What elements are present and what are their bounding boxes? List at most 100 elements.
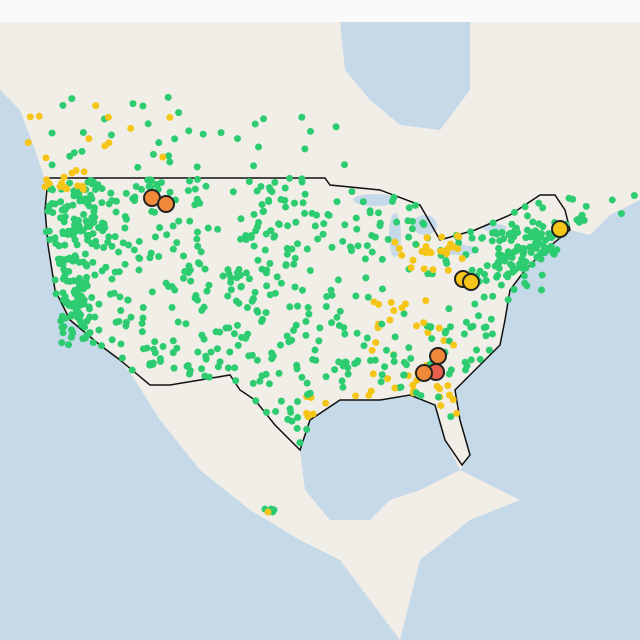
station — [315, 337, 323, 345]
station — [202, 355, 210, 363]
station — [253, 223, 261, 231]
station — [135, 237, 143, 245]
station — [487, 315, 495, 323]
station — [444, 382, 452, 390]
station — [86, 223, 94, 231]
station — [69, 201, 77, 209]
station — [398, 304, 406, 312]
station — [265, 197, 273, 205]
station — [72, 166, 80, 174]
station — [111, 268, 119, 276]
station — [428, 335, 436, 343]
station — [309, 356, 317, 364]
station — [224, 364, 232, 372]
station — [282, 261, 290, 269]
station — [608, 196, 616, 204]
station — [66, 152, 74, 160]
station — [132, 183, 140, 191]
station — [498, 228, 506, 236]
station — [378, 285, 386, 293]
station — [78, 147, 86, 155]
gulf-of-mexico — [300, 395, 460, 520]
station — [384, 375, 392, 383]
station — [165, 152, 173, 160]
station — [201, 265, 209, 273]
station — [344, 370, 352, 378]
station — [309, 410, 317, 418]
station — [159, 343, 167, 351]
station — [301, 209, 309, 217]
station — [205, 373, 213, 381]
station — [213, 345, 221, 353]
station — [409, 256, 417, 264]
station — [400, 310, 408, 318]
station-yellow — [462, 273, 480, 291]
station — [245, 233, 253, 241]
station — [476, 267, 484, 275]
station — [400, 371, 408, 379]
station — [98, 199, 106, 207]
station — [81, 250, 89, 258]
station — [254, 308, 262, 316]
station — [200, 335, 208, 343]
station — [422, 297, 430, 305]
station — [391, 238, 399, 246]
station — [272, 407, 280, 415]
station — [533, 242, 541, 250]
station — [395, 245, 403, 253]
station — [468, 234, 476, 242]
station — [146, 254, 154, 262]
station — [199, 130, 207, 138]
station — [86, 313, 94, 321]
station — [323, 292, 331, 300]
station — [378, 255, 386, 263]
station — [237, 235, 245, 243]
station — [267, 227, 275, 235]
station — [217, 129, 225, 137]
station — [497, 281, 505, 289]
station — [441, 329, 449, 337]
station — [166, 158, 174, 166]
station — [420, 220, 428, 228]
station — [294, 414, 302, 422]
station — [70, 215, 78, 223]
station — [455, 233, 463, 241]
station — [257, 183, 265, 191]
station — [580, 216, 588, 224]
station — [333, 198, 341, 206]
station — [353, 225, 361, 233]
station — [82, 261, 90, 269]
station — [493, 230, 501, 238]
station — [341, 161, 349, 169]
top-strip — [0, 0, 640, 22]
station — [495, 264, 503, 272]
station — [341, 221, 349, 229]
station — [368, 346, 376, 354]
station — [59, 228, 67, 236]
station — [171, 135, 179, 143]
station — [56, 214, 64, 222]
station — [341, 358, 349, 366]
atlantic-ocean — [400, 200, 640, 640]
station — [61, 206, 69, 214]
station — [85, 303, 93, 311]
station — [122, 318, 130, 326]
station — [344, 364, 352, 372]
station — [390, 351, 398, 359]
station — [169, 337, 177, 345]
station — [372, 339, 380, 347]
station — [107, 131, 115, 139]
station — [63, 298, 71, 306]
station — [111, 233, 119, 241]
station — [242, 269, 250, 277]
station — [523, 226, 531, 234]
station — [61, 293, 69, 301]
hudson-bay — [340, 20, 470, 130]
station — [266, 186, 274, 194]
station — [376, 219, 384, 227]
station — [363, 334, 371, 342]
station — [507, 236, 515, 244]
station — [510, 285, 518, 293]
station — [447, 413, 455, 421]
station — [526, 243, 534, 251]
